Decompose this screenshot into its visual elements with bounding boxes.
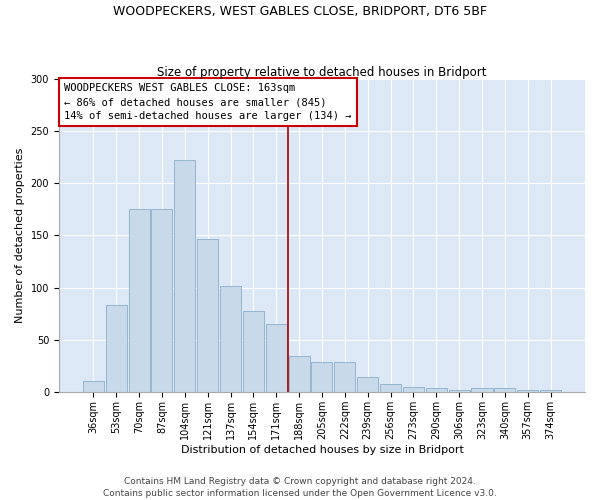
Bar [494,388,515,392]
Bar [220,286,241,393]
Bar [289,356,310,393]
Bar [403,387,424,392]
Bar [243,310,264,392]
Bar [151,210,172,392]
Bar [83,381,104,392]
Bar [128,210,149,392]
Bar [174,160,195,392]
Bar [334,362,355,392]
Bar [472,388,493,392]
Text: Contains HM Land Registry data © Crown copyright and database right 2024.
Contai: Contains HM Land Registry data © Crown c… [103,476,497,498]
Bar [449,390,470,392]
Bar [266,324,287,392]
Title: Size of property relative to detached houses in Bridport: Size of property relative to detached ho… [157,66,487,78]
Text: WOODPECKERS, WEST GABLES CLOSE, BRIDPORT, DT6 5BF: WOODPECKERS, WEST GABLES CLOSE, BRIDPORT… [113,5,487,18]
Bar [517,390,538,392]
Bar [197,238,218,392]
Text: WOODPECKERS WEST GABLES CLOSE: 163sqm
← 86% of detached houses are smaller (845): WOODPECKERS WEST GABLES CLOSE: 163sqm ← … [64,83,352,121]
Bar [540,390,561,392]
Bar [357,376,378,392]
Bar [106,306,127,392]
Bar [380,384,401,392]
Bar [311,362,332,392]
Y-axis label: Number of detached properties: Number of detached properties [15,148,25,323]
X-axis label: Distribution of detached houses by size in Bridport: Distribution of detached houses by size … [181,445,463,455]
Bar [426,388,447,392]
